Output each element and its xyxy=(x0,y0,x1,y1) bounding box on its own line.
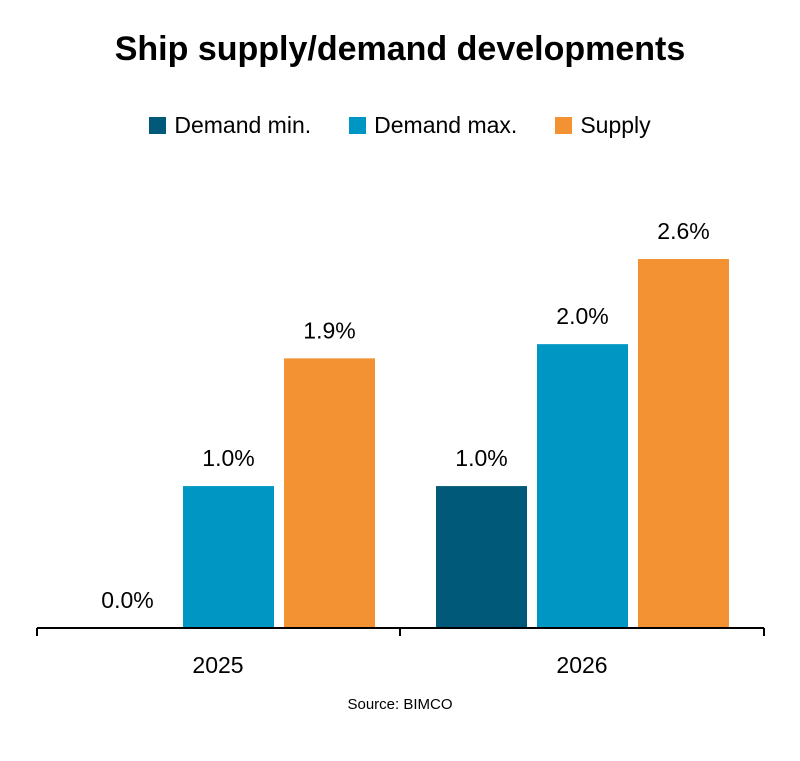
bar-demand-min-2026 xyxy=(436,486,527,628)
legend-item-supply: Supply xyxy=(555,112,651,139)
legend-item-demand-max: Demand max. xyxy=(349,112,517,139)
data-label-demand-max-2026: 2.0% xyxy=(556,303,608,329)
legend-label-demand-max: Demand max. xyxy=(374,112,518,138)
data-label-supply-2026: 2.6% xyxy=(657,218,709,244)
bar-supply-2025 xyxy=(284,358,375,628)
legend-label-demand-min: Demand min. xyxy=(174,112,312,138)
legend-item-demand-min: Demand min. xyxy=(149,112,311,139)
data-label-demand-min-2025: 0.0% xyxy=(101,587,153,613)
legend-swatch-demand-min xyxy=(149,117,167,134)
category-label-2025: 2025 xyxy=(192,652,243,678)
source-note: Source: BIMCO xyxy=(347,696,453,713)
bar-supply-2026 xyxy=(638,259,729,628)
legend: Demand min. Demand max. Supply xyxy=(0,112,800,139)
legend-swatch-supply xyxy=(555,117,573,134)
data-label-supply-2025: 1.9% xyxy=(303,317,355,343)
chart-title: Ship supply/demand developments xyxy=(114,30,686,68)
bar-demand-max-2026 xyxy=(537,344,628,628)
data-label-demand-min-2026: 1.0% xyxy=(455,445,507,471)
category-label-2026: 2026 xyxy=(556,652,607,678)
bar-demand-max-2025 xyxy=(183,486,274,628)
data-label-demand-max-2025: 1.0% xyxy=(202,445,254,471)
legend-label-supply: Supply xyxy=(580,112,651,138)
legend-swatch-demand-max xyxy=(349,117,367,134)
